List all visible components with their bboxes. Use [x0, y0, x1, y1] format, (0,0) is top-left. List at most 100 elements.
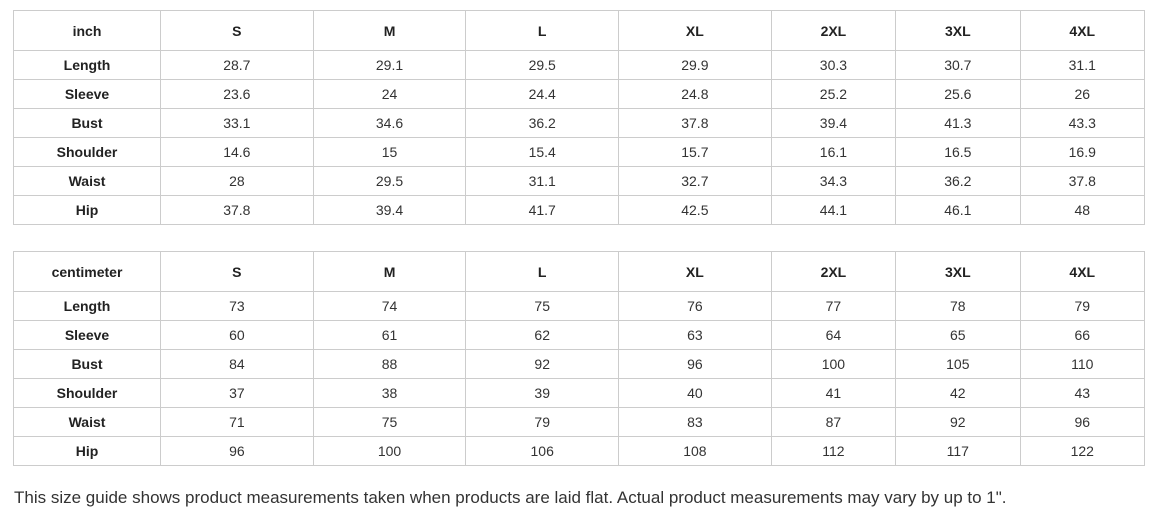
measurement-value: 41.3 [895, 108, 1021, 138]
header-row: inch S M L XL 2XL 3XL 4XL [12, 10, 1146, 51]
measurement-value: 64 [770, 320, 897, 350]
measurement-value: 26 [1019, 79, 1146, 109]
measurement-value: 79 [465, 407, 620, 437]
measurement-label: Shoulder [12, 378, 162, 408]
size-column-header: 4XL [1019, 251, 1146, 292]
measurement-value: 96 [618, 349, 772, 379]
measurement-value: 76 [618, 291, 772, 321]
measurement-value: 39.4 [312, 195, 467, 225]
measurement-value: 110 [1019, 349, 1146, 379]
size-table-body: Length 73 74 75 76 77 78 79 Sleeve 60 61 62 63 64 65 66… [12, 291, 1146, 466]
measurement-label: Sleeve [12, 79, 162, 109]
measurement-value: 105 [895, 349, 1021, 379]
measurement-value: 41 [770, 378, 897, 408]
measurement-label: Waist [12, 407, 162, 437]
size-column-header: L [465, 251, 620, 292]
measurement-label: Sleeve [12, 320, 162, 350]
unit-label: inch [12, 10, 162, 51]
measurement-value: 29.9 [618, 50, 772, 80]
measurement-value: 71 [160, 407, 314, 437]
measurement-value: 42.5 [618, 195, 772, 225]
measurement-row: Sleeve 23.6 24 24.4 24.8 25.2 25.6 26 [12, 79, 1146, 109]
measurement-label: Length [12, 50, 162, 80]
measurement-value: 39 [465, 378, 620, 408]
measurement-value: 43.3 [1019, 108, 1146, 138]
size-table-inch: inch S M L XL 2XL 3XL 4XL Length 28.7 29.1 29.5 29.… [12, 10, 1146, 225]
measurement-value: 65 [895, 320, 1021, 350]
measurement-row: Hip 96 100 106 108 112 117 122 [12, 436, 1146, 466]
measurement-value: 61 [312, 320, 467, 350]
measurement-value: 15.7 [618, 137, 772, 167]
measurement-value: 29.1 [312, 50, 467, 80]
size-column-header: 3XL [895, 251, 1021, 292]
measurement-value: 83 [618, 407, 772, 437]
measurement-value: 112 [770, 436, 897, 466]
measurement-value: 60 [160, 320, 314, 350]
size-column-header: XL [618, 10, 772, 51]
measurement-value: 62 [465, 320, 620, 350]
measurement-value: 15.4 [465, 137, 620, 167]
measurement-value: 36.2 [465, 108, 620, 138]
measurement-value: 25.6 [895, 79, 1021, 109]
measurement-value: 48 [1019, 195, 1146, 225]
measurement-row: Waist 28 29.5 31.1 32.7 34.3 36.2 37.8 [12, 166, 1146, 196]
measurement-value: 29.5 [312, 166, 467, 196]
measurement-value: 31.1 [465, 166, 620, 196]
measurement-value: 66 [1019, 320, 1146, 350]
measurement-value: 29.5 [465, 50, 620, 80]
measurement-value: 100 [770, 349, 897, 379]
measurement-value: 34.3 [770, 166, 897, 196]
measurement-value: 46.1 [895, 195, 1021, 225]
size-column-header: M [312, 251, 467, 292]
measurement-value: 28.7 [160, 50, 314, 80]
measurement-value: 32.7 [618, 166, 772, 196]
measurement-value: 117 [895, 436, 1021, 466]
measurement-value: 37.8 [618, 108, 772, 138]
measurement-label: Length [12, 291, 162, 321]
measurement-row: Waist 71 75 79 83 87 92 96 [12, 407, 1146, 437]
measurement-row: Hip 37.8 39.4 41.7 42.5 44.1 46.1 48 [12, 195, 1146, 225]
measurement-value: 28 [160, 166, 314, 196]
measurement-value: 41.7 [465, 195, 620, 225]
size-column-header: S [160, 10, 314, 51]
size-table-header: centimeter S M L XL 2XL 3XL 4XL [12, 251, 1146, 292]
measurement-value: 43 [1019, 378, 1146, 408]
measurement-value: 63 [618, 320, 772, 350]
measurement-value: 37.8 [1019, 166, 1146, 196]
measurement-value: 37 [160, 378, 314, 408]
measurement-value: 37.8 [160, 195, 314, 225]
measurement-row: Shoulder 37 38 39 40 41 42 43 [12, 378, 1146, 408]
measurement-row: Shoulder 14.6 15 15.4 15.7 16.1 16.5 16.9 [12, 137, 1146, 167]
measurement-value: 16.5 [895, 137, 1021, 167]
measurement-value: 30.3 [770, 50, 897, 80]
size-table-centimeter: centimeter S M L XL 2XL 3XL 4XL Length 73 74 75 76 7… [12, 251, 1146, 466]
measurement-label: Bust [12, 108, 162, 138]
measurement-value: 24.8 [618, 79, 772, 109]
measurement-value: 31.1 [1019, 50, 1146, 80]
measurement-value: 40 [618, 378, 772, 408]
measurement-value: 34.6 [312, 108, 467, 138]
measurement-value: 33.1 [160, 108, 314, 138]
measurement-value: 36.2 [895, 166, 1021, 196]
measurement-value: 75 [312, 407, 467, 437]
measurement-value: 96 [1019, 407, 1146, 437]
measurement-row: Bust 84 88 92 96 100 105 110 [12, 349, 1146, 379]
measurement-value: 38 [312, 378, 467, 408]
measurement-value: 108 [618, 436, 772, 466]
measurement-value: 15 [312, 137, 467, 167]
measurement-row: Length 73 74 75 76 77 78 79 [12, 291, 1146, 321]
measurement-value: 92 [465, 349, 620, 379]
measurement-row: Bust 33.1 34.6 36.2 37.8 39.4 41.3 43.3 [12, 108, 1146, 138]
size-column-header: XL [618, 251, 772, 292]
measurement-value: 30.7 [895, 50, 1021, 80]
measurement-row: Sleeve 60 61 62 63 64 65 66 [12, 320, 1146, 350]
header-row: centimeter S M L XL 2XL 3XL 4XL [12, 251, 1146, 292]
measurement-value: 74 [312, 291, 467, 321]
size-column-header: M [312, 10, 467, 51]
size-column-header: 4XL [1019, 10, 1146, 51]
measurement-value: 24 [312, 79, 467, 109]
size-column-header: 3XL [895, 10, 1021, 51]
unit-label: centimeter [12, 251, 162, 292]
measurement-value: 92 [895, 407, 1021, 437]
